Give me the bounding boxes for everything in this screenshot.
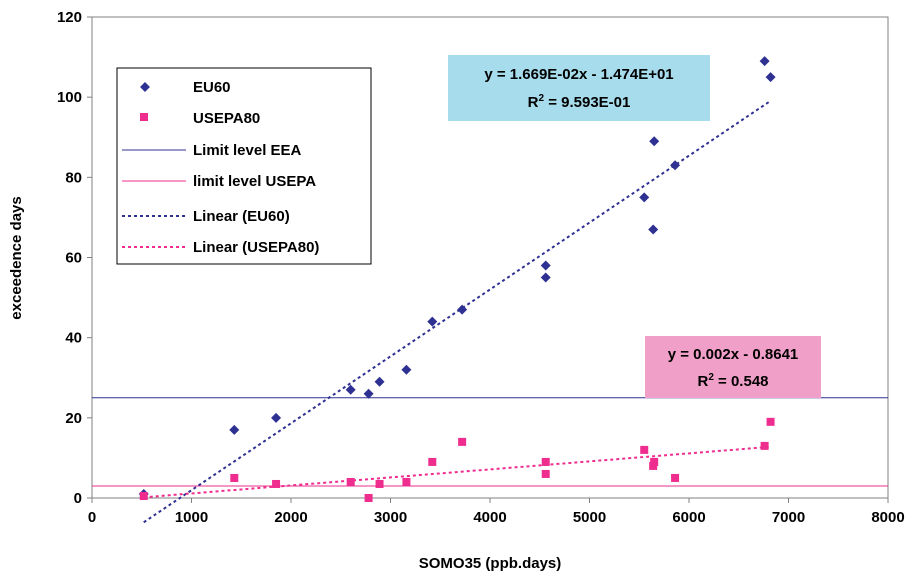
legend-eu60-label: EU60 — [193, 79, 231, 96]
usepa80-point — [541, 457, 550, 466]
usepa80-point — [346, 477, 355, 486]
x-tick-label: 4000 — [473, 509, 506, 526]
usepa80-point — [402, 477, 411, 486]
usepa80-r2-superscript: 2 — [708, 372, 714, 383]
x-tick-label: 0 — [88, 509, 96, 526]
eu60-point — [639, 192, 650, 203]
eu60-r2-text: R2 = 9.593E-01 — [528, 93, 631, 111]
usepa80-point — [649, 461, 658, 470]
y-tick-label: 80 — [65, 169, 82, 186]
legend-usepa80-marker — [140, 113, 148, 121]
usepa80-point — [364, 494, 373, 502]
usepa80-point — [650, 457, 659, 466]
y-tick-label: 120 — [57, 9, 82, 26]
usepa80-point — [375, 479, 384, 488]
trendline-usepa80 — [143, 445, 771, 499]
usepa80-point — [541, 469, 550, 478]
usepa80-r2-value: = 0.548 — [714, 373, 769, 390]
usepa80-point — [458, 437, 467, 446]
usepa80-equation-box — [645, 336, 821, 398]
usepa80-point — [766, 417, 775, 426]
eu60-point — [649, 136, 660, 147]
data-markers — [138, 56, 776, 502]
eu60-point — [345, 384, 356, 395]
legend-eea-label: Limit level EEA — [193, 142, 302, 159]
usepa80-point — [139, 491, 148, 500]
eu60-point — [457, 304, 468, 315]
eu60-point — [759, 56, 770, 67]
x-axis-title: SOMO35 (ppb.days) — [419, 555, 562, 572]
y-tick-label: 100 — [57, 89, 82, 106]
legend: EU60 USEPA80 Limit level EEA limit level… — [116, 67, 372, 265]
usepa80-equation-annotation: y = 0.002x - 0.8641 R2 = 0.548 — [645, 336, 821, 398]
legend-usepa-label: limit level USEPA — [193, 173, 316, 190]
legend-eu60-marker — [140, 82, 150, 92]
x-tick-label: 3000 — [374, 509, 407, 526]
eu60-equation-annotation: y = 1.669E-02x - 1.474E+01 R2 = 9.593E-0… — [448, 55, 710, 121]
y-tick-label: 0 — [74, 490, 82, 507]
eu60-point — [401, 364, 412, 375]
x-axis-ticks: 0 1000 2000 3000 4000 5000 6000 7000 8000 — [88, 498, 905, 526]
eu60-point — [765, 72, 776, 83]
x-tick-label: 5000 — [573, 509, 606, 526]
legend-linear-usepa80-label: Linear (USEPA80) — [193, 239, 319, 256]
usepa80-r2-text: R2 = 0.548 — [697, 372, 768, 390]
usepa80-point — [230, 473, 239, 482]
eu60-point — [670, 160, 681, 171]
eu60-point — [427, 316, 438, 327]
x-tick-label: 7000 — [772, 509, 805, 526]
eu60-r2-value: = 9.593E-01 — [544, 94, 630, 111]
usepa80-point — [272, 479, 281, 488]
eu60-point — [363, 388, 374, 399]
usepa80-point — [760, 441, 769, 450]
y-tick-label: 40 — [65, 330, 82, 347]
usepa80-point — [671, 473, 680, 482]
legend-usepa80-label: USEPA80 — [193, 110, 260, 127]
eu60-point — [271, 412, 282, 423]
eu60-point — [648, 224, 659, 235]
x-tick-label: 6000 — [672, 509, 705, 526]
eu60-point — [229, 424, 240, 435]
usepa80-equation-text: y = 0.002x - 0.8641 — [668, 346, 799, 363]
legend-linear-eu60-label: Linear (EU60) — [193, 208, 290, 225]
y-tick-label: 20 — [65, 410, 82, 427]
x-tick-label: 8000 — [871, 509, 904, 526]
eu60-r2-prefix: R — [528, 94, 539, 111]
y-axis-ticks: 0 20 40 60 80 100 120 — [57, 9, 92, 507]
usepa80-point — [640, 445, 649, 454]
trend-lines — [143, 100, 772, 524]
x-tick-label: 1000 — [175, 509, 208, 526]
eu60-equation-text: y = 1.669E-02x - 1.474E+01 — [484, 66, 673, 83]
usepa80-r2-prefix: R — [697, 373, 708, 390]
eu60-point — [540, 260, 551, 271]
eu60-point — [540, 272, 551, 283]
legend-box — [116, 67, 372, 265]
usepa80-point — [428, 457, 437, 466]
x-tick-label: 2000 — [274, 509, 307, 526]
y-axis-title: exceedence days — [8, 196, 25, 319]
eu60-point — [374, 376, 385, 387]
eu60-equation-box — [448, 55, 710, 121]
eu60-r2-superscript: 2 — [538, 93, 544, 104]
y-tick-label: 60 — [65, 250, 82, 267]
